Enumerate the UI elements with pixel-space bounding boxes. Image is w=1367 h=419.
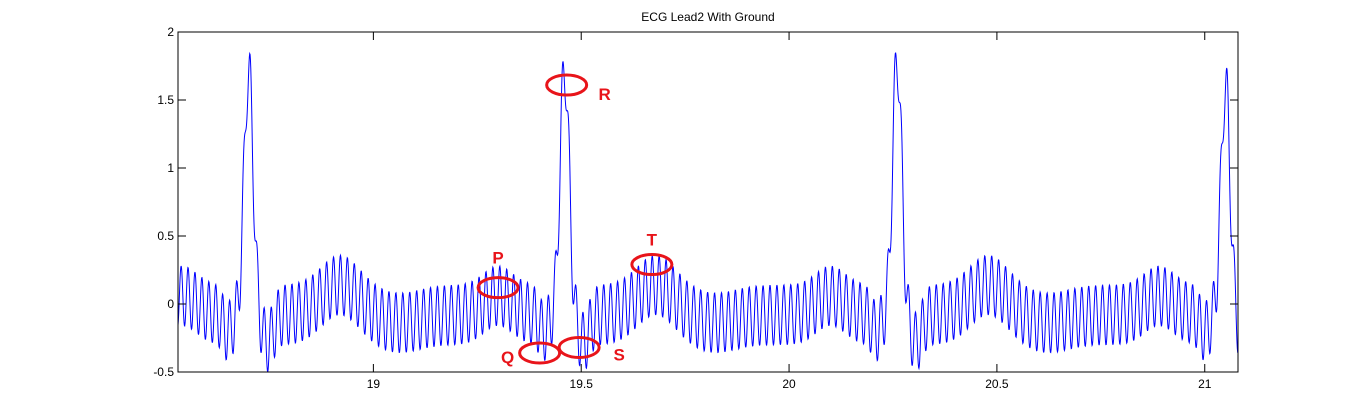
y-tick-label: 2 — [167, 25, 174, 39]
y-tick-label: 0.5 — [157, 229, 174, 243]
chart-title: ECG Lead2 With Ground — [641, 10, 774, 24]
annotation-ellipse-q — [518, 341, 562, 365]
y-tick-label: -0.5 — [153, 365, 174, 379]
wave-annotations: P Q R S T — [476, 73, 674, 367]
annotation-label-t: T — [647, 231, 658, 250]
axes-frame — [177, 31, 1239, 373]
annotation-ellipse-r — [545, 73, 589, 97]
axes: 19 19.5 20 20.5 21 -0.5 0 0.5 1 1.5 2 — [153, 25, 1239, 391]
annotation-label-q: Q — [501, 348, 514, 367]
y-tick-label: 1 — [167, 161, 174, 175]
annotation-ellipse-s — [557, 336, 601, 360]
y-tick-label: 1.5 — [157, 93, 174, 107]
x-tick-label: 19 — [367, 377, 381, 391]
ecg-series-line — [178, 51, 1238, 372]
x-tick-label: 20.5 — [985, 377, 1009, 391]
x-tick-label: 20 — [782, 377, 796, 391]
annotation-ellipse-t — [630, 253, 674, 277]
x-tick-label: 21 — [1198, 377, 1212, 391]
annotation-ellipse-p — [476, 276, 520, 300]
y-tick-label: 0 — [167, 297, 174, 311]
annotation-label-r: R — [599, 85, 611, 104]
x-tick-label: 19.5 — [570, 377, 594, 391]
plot-area — [178, 51, 1238, 372]
annotation-label-p: P — [492, 249, 503, 268]
annotation-label-s: S — [613, 346, 624, 365]
